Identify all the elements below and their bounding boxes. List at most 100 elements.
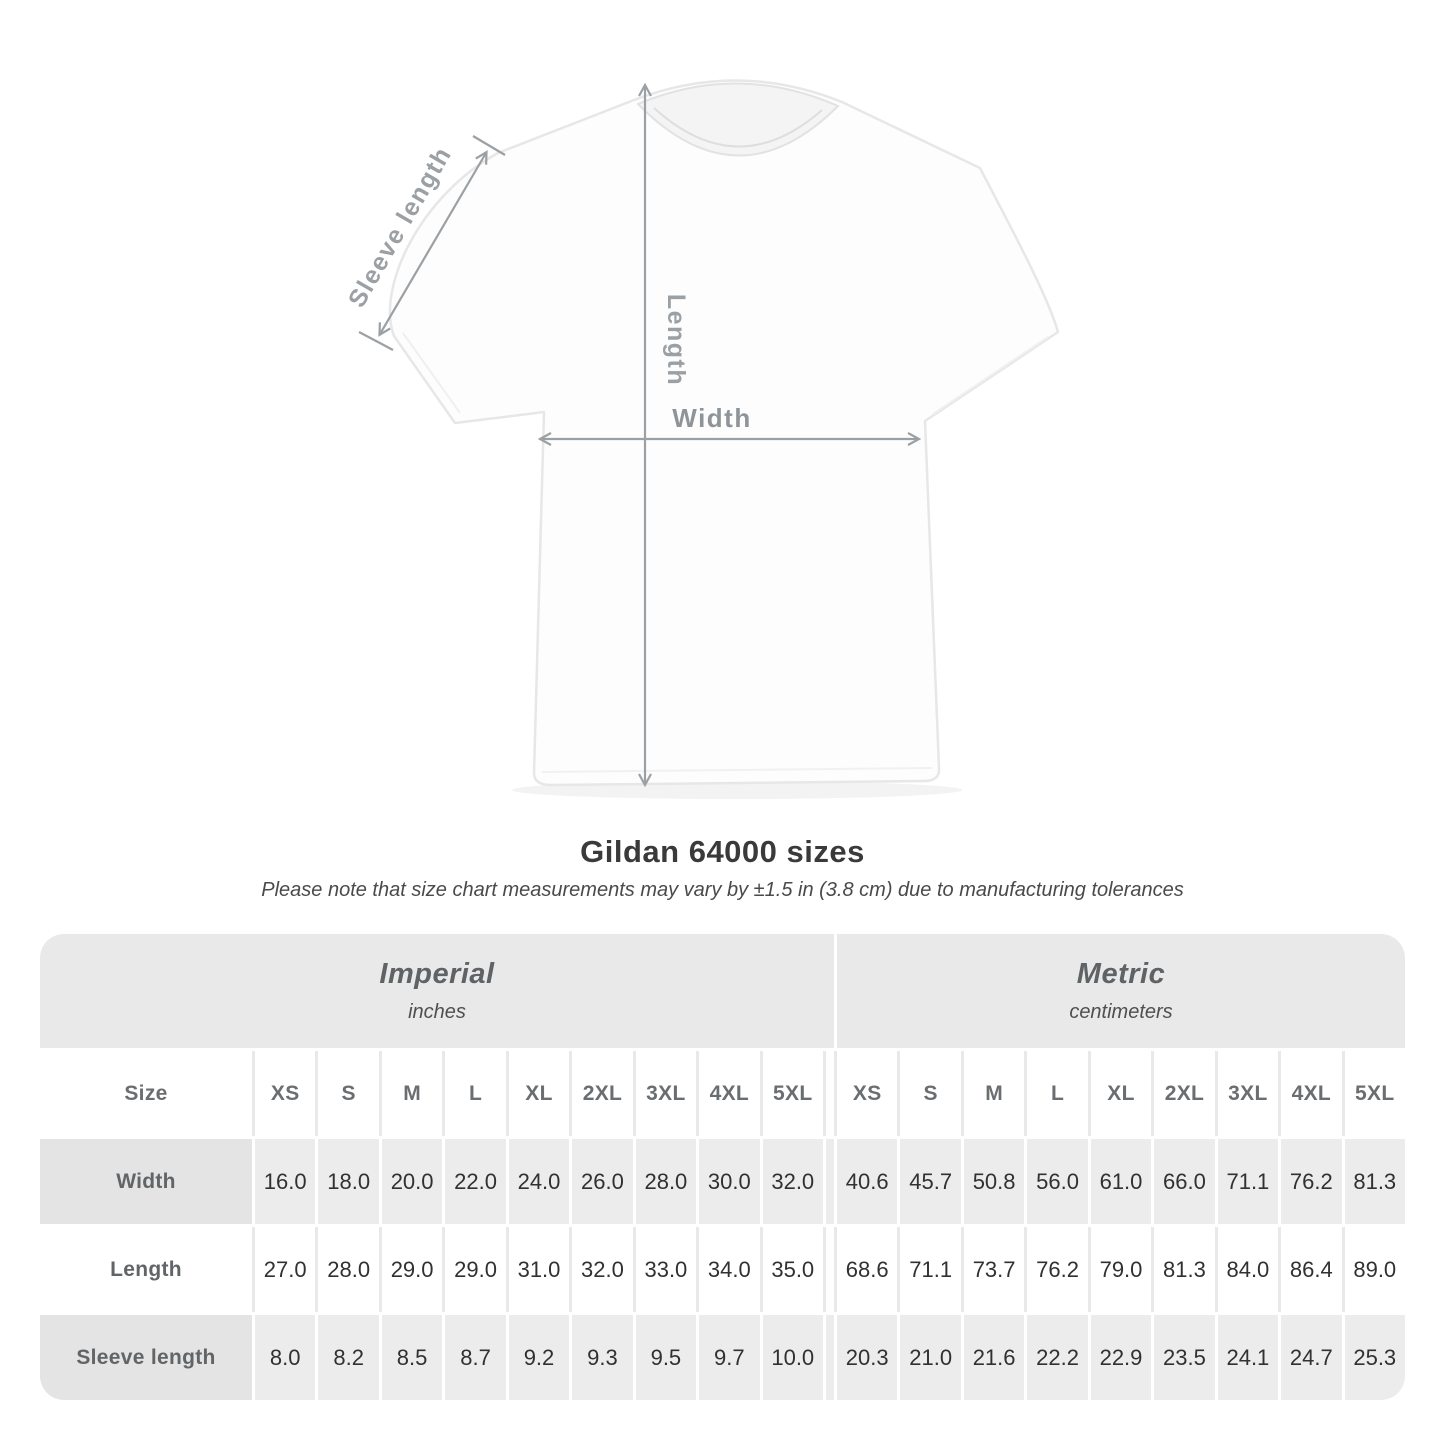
value-metric: 71.1 [1217,1139,1279,1224]
value-imperial: 9.5 [635,1315,697,1400]
value-metric: 81.3 [1154,1227,1215,1312]
value-metric: 40.6 [836,1139,898,1224]
value-imperial: 9.7 [699,1315,760,1400]
table-row: Width 16.0 18.0 20.0 22.0 24.0 26.0 28.0 30.0 32.… [40,1139,1405,1224]
size-header-imperial-2xl: 2XL [572,1051,633,1136]
value-metric: 76.2 [1027,1227,1088,1312]
value-metric: 86.4 [1281,1227,1342,1312]
tolerance-note: Please note that size chart measurements… [261,879,1184,901]
value-metric: 76.2 [1281,1139,1342,1224]
value-metric: 71.1 [900,1227,961,1312]
unit-group-label: Metric [1076,958,1166,990]
value-imperial: 30.0 [699,1139,760,1224]
size-header-metric-s: S [900,1051,961,1136]
value-imperial: 18.0 [318,1139,379,1224]
value-imperial: 28.0 [318,1227,379,1312]
value-imperial: 34.0 [699,1227,760,1312]
size-header-metric-l: L [1027,1051,1088,1136]
unit-group-imperial: Imperial inches [40,934,834,1048]
value-metric: 79.0 [1090,1227,1152,1312]
value-imperial: 31.0 [508,1227,570,1312]
sleeve-tick-bottom [358,331,394,351]
value-metric: 45.7 [900,1139,961,1224]
value-imperial: 29.0 [381,1227,443,1312]
size-header-imperial-m: M [381,1051,443,1136]
unit-group-metric: Metric centimeters [837,934,1405,1048]
value-imperial: 33.0 [635,1227,697,1312]
size-header-imperial-xs: XS [255,1051,316,1136]
value-imperial: 8.0 [255,1315,316,1400]
value-metric: 68.6 [836,1227,898,1312]
size-table: Imperial inches Metric centimeters Size XS S M L… [40,934,1405,1400]
row-label: Sleeve length [40,1315,252,1400]
unit-divider [825,1139,834,1224]
page-title: Gildan 64000 sizes [580,834,865,869]
sleeve-tick-top [472,135,506,156]
size-header-metric-xs: XS [836,1051,898,1136]
value-metric: 23.5 [1154,1315,1215,1400]
size-header-imperial-xl: XL [508,1051,570,1136]
unit-divider [825,1051,834,1136]
value-imperial: 10.0 [762,1315,823,1400]
value-metric: 20.3 [836,1315,898,1400]
value-imperial: 9.3 [572,1315,633,1400]
value-imperial: 8.7 [445,1315,506,1400]
width-label: Width [672,403,751,433]
tshirt-illustration: Sleeve length Length Width [343,79,1060,799]
value-metric: 21.0 [900,1315,961,1400]
size-header-metric-5xl: 5XL [1344,1051,1405,1136]
value-imperial: 35.0 [762,1227,823,1312]
value-metric: 22.9 [1090,1315,1152,1400]
table-row: Length 27.0 28.0 29.0 29.0 31.0 32.0 33.0 34.0 35… [40,1227,1405,1312]
value-metric: 84.0 [1217,1227,1279,1312]
value-metric: 21.6 [963,1315,1025,1400]
size-header-imperial-4xl: 4XL [699,1051,760,1136]
value-metric: 50.8 [963,1139,1025,1224]
value-metric: 73.7 [963,1227,1025,1312]
shirt-shadow [512,781,962,799]
value-imperial: 27.0 [255,1227,316,1312]
value-imperial: 9.2 [508,1315,570,1400]
value-imperial: 8.2 [318,1315,379,1400]
value-metric: 81.3 [1344,1139,1405,1224]
tshirt-measurement-diagram: Sleeve length Length Width [343,79,1060,799]
table-row: Sleeve length 8.0 8.2 8.5 8.7 9.2 9.3 9.5 9.7 10.… [40,1315,1405,1400]
value-imperial: 16.0 [255,1139,316,1224]
value-imperial: 20.0 [381,1139,443,1224]
value-imperial: 22.0 [445,1139,506,1224]
size-header-imperial-3xl: 3XL [635,1051,697,1136]
value-imperial: 26.0 [572,1139,633,1224]
size-header-metric-3xl: 3XL [1217,1051,1279,1136]
row-label: Width [40,1139,252,1224]
value-imperial: 32.0 [762,1139,823,1224]
size-header-imperial-s: S [318,1051,379,1136]
sleeve-length-arrow [378,150,488,337]
unit-divider [825,1315,834,1400]
value-metric: 56.0 [1027,1139,1088,1224]
value-metric: 22.2 [1027,1315,1088,1400]
size-header-metric-m: M [963,1051,1025,1136]
value-metric: 66.0 [1154,1139,1215,1224]
table-row: Imperial inches Metric centimeters [40,934,1405,1048]
value-imperial: 8.5 [381,1315,443,1400]
value-metric: 61.0 [1090,1139,1152,1224]
collar [636,82,840,157]
value-metric: 24.1 [1217,1315,1279,1400]
size-header-imperial-l: L [445,1051,506,1136]
value-metric: 25.3 [1344,1315,1405,1400]
table-row: Size XS S M L XL 2XL 3XL 4XL 5XL XS S M L XL 2XL 3XL 4XL 5… [40,1051,1405,1136]
size-header-metric-xl: XL [1090,1051,1152,1136]
unit-group-label: Imperial [379,958,495,990]
row-label: Length [40,1227,252,1312]
unit-group-sublabel: centimeters [1069,1001,1173,1023]
value-metric: 24.7 [1281,1315,1342,1400]
value-imperial: 24.0 [508,1139,570,1224]
size-header-metric-2xl: 2XL [1154,1051,1215,1136]
unit-divider [825,1227,834,1312]
unit-group-sublabel: inches [408,1001,466,1023]
value-imperial: 29.0 [445,1227,506,1312]
value-imperial: 32.0 [572,1227,633,1312]
value-metric: 89.0 [1344,1227,1405,1312]
size-header-metric-4xl: 4XL [1281,1051,1342,1136]
